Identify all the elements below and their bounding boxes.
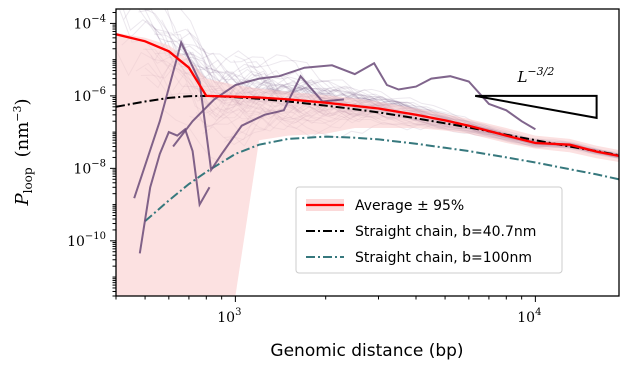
y-label-subscript: loop bbox=[21, 167, 35, 193]
straight-chain-100-curve bbox=[144, 135, 619, 222]
average-curve bbox=[116, 33, 619, 158]
highlighted-sample-curves bbox=[133, 39, 536, 254]
y-label-symbol: P bbox=[12, 193, 33, 207]
y-label-unit-close: ) bbox=[12, 98, 33, 105]
slope-triangle bbox=[474, 94, 598, 120]
straight-chain-40-curve bbox=[116, 94, 619, 157]
highlighted-sample-curve bbox=[133, 39, 344, 199]
y-label-unit-open: (nm bbox=[12, 122, 33, 158]
x-axis-label: Genomic distance (bp) bbox=[270, 341, 463, 361]
legend-label-straight-100: Straight chain, b=100nm bbox=[355, 250, 532, 266]
plot-frame bbox=[115, 8, 620, 297]
slope-label: L−3/2 bbox=[516, 65, 554, 86]
y-label-unit-exp: −3 bbox=[11, 106, 24, 122]
theory-curves bbox=[116, 94, 619, 222]
x-tick-label: 104 bbox=[517, 307, 541, 326]
y-tick-label: 10−4 bbox=[73, 13, 106, 32]
tick-labels: 103 104 10−10 10−8 10−6 10−4 bbox=[67, 13, 541, 326]
legend: Average ± 95% Straight chain, b=40.7nm S… bbox=[295, 186, 563, 274]
highlighted-sample-curve bbox=[138, 127, 211, 254]
legend-box bbox=[295, 186, 563, 274]
axis-ticks bbox=[110, 12, 536, 302]
y-tick-label: 10−10 bbox=[67, 231, 106, 250]
legend-label-average: Average ± 95% bbox=[355, 198, 464, 214]
y-tick-label: 10−6 bbox=[73, 86, 106, 105]
y-tick-label: 10−8 bbox=[73, 158, 106, 177]
highlighted-sample-curve bbox=[172, 61, 536, 148]
y-axis-label: Ploop (nm−3) bbox=[11, 98, 35, 206]
slope-annotation: L−3/2 bbox=[474, 65, 598, 120]
average-curve-layer bbox=[116, 33, 619, 158]
x-tick-label: 103 bbox=[217, 307, 241, 326]
legend-label-straight-40: Straight chain, b=40.7nm bbox=[355, 224, 536, 240]
